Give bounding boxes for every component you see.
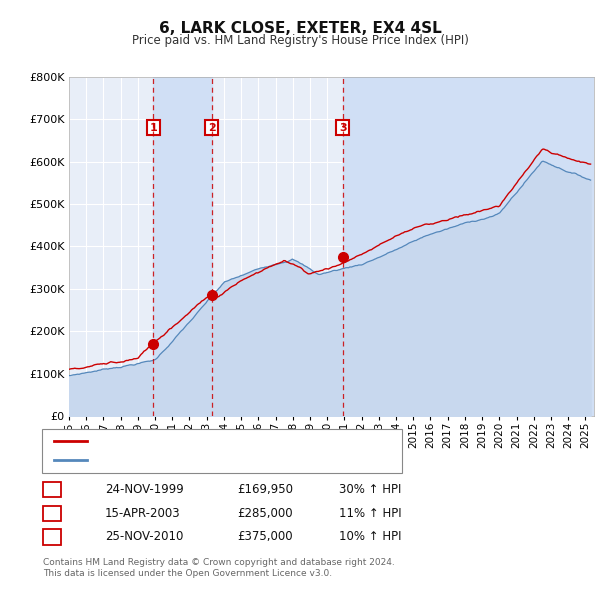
Text: 2: 2: [48, 507, 56, 520]
Text: 2: 2: [208, 123, 215, 133]
Text: 3: 3: [339, 123, 347, 133]
Bar: [154, 77, 212, 416]
Text: 6, LARK CLOSE, EXETER, EX4 4SL: 6, LARK CLOSE, EXETER, EX4 4SL: [158, 21, 442, 35]
Text: £375,000: £375,000: [237, 530, 293, 543]
Text: 15-APR-2003: 15-APR-2003: [105, 507, 181, 520]
Text: £169,950: £169,950: [237, 483, 293, 496]
Text: £285,000: £285,000: [237, 507, 293, 520]
Text: Price paid vs. HM Land Registry's House Price Index (HPI): Price paid vs. HM Land Registry's House …: [131, 34, 469, 47]
Text: 24-NOV-1999: 24-NOV-1999: [105, 483, 184, 496]
Text: HPI: Average price, detached house, Exeter: HPI: Average price, detached house, Exet…: [93, 455, 335, 465]
Bar: [343, 77, 594, 416]
Text: 10% ↑ HPI: 10% ↑ HPI: [339, 530, 401, 543]
Text: 25-NOV-2010: 25-NOV-2010: [105, 530, 184, 543]
Text: Contains HM Land Registry data © Crown copyright and database right 2024.
This d: Contains HM Land Registry data © Crown c…: [43, 558, 395, 578]
Text: 1: 1: [48, 483, 56, 496]
Text: 3: 3: [48, 530, 56, 543]
Text: 1: 1: [149, 123, 157, 133]
Text: 30% ↑ HPI: 30% ↑ HPI: [339, 483, 401, 496]
Text: 6, LARK CLOSE, EXETER, EX4 4SL (detached house): 6, LARK CLOSE, EXETER, EX4 4SL (detached…: [93, 436, 381, 445]
Text: 11% ↑ HPI: 11% ↑ HPI: [339, 507, 401, 520]
